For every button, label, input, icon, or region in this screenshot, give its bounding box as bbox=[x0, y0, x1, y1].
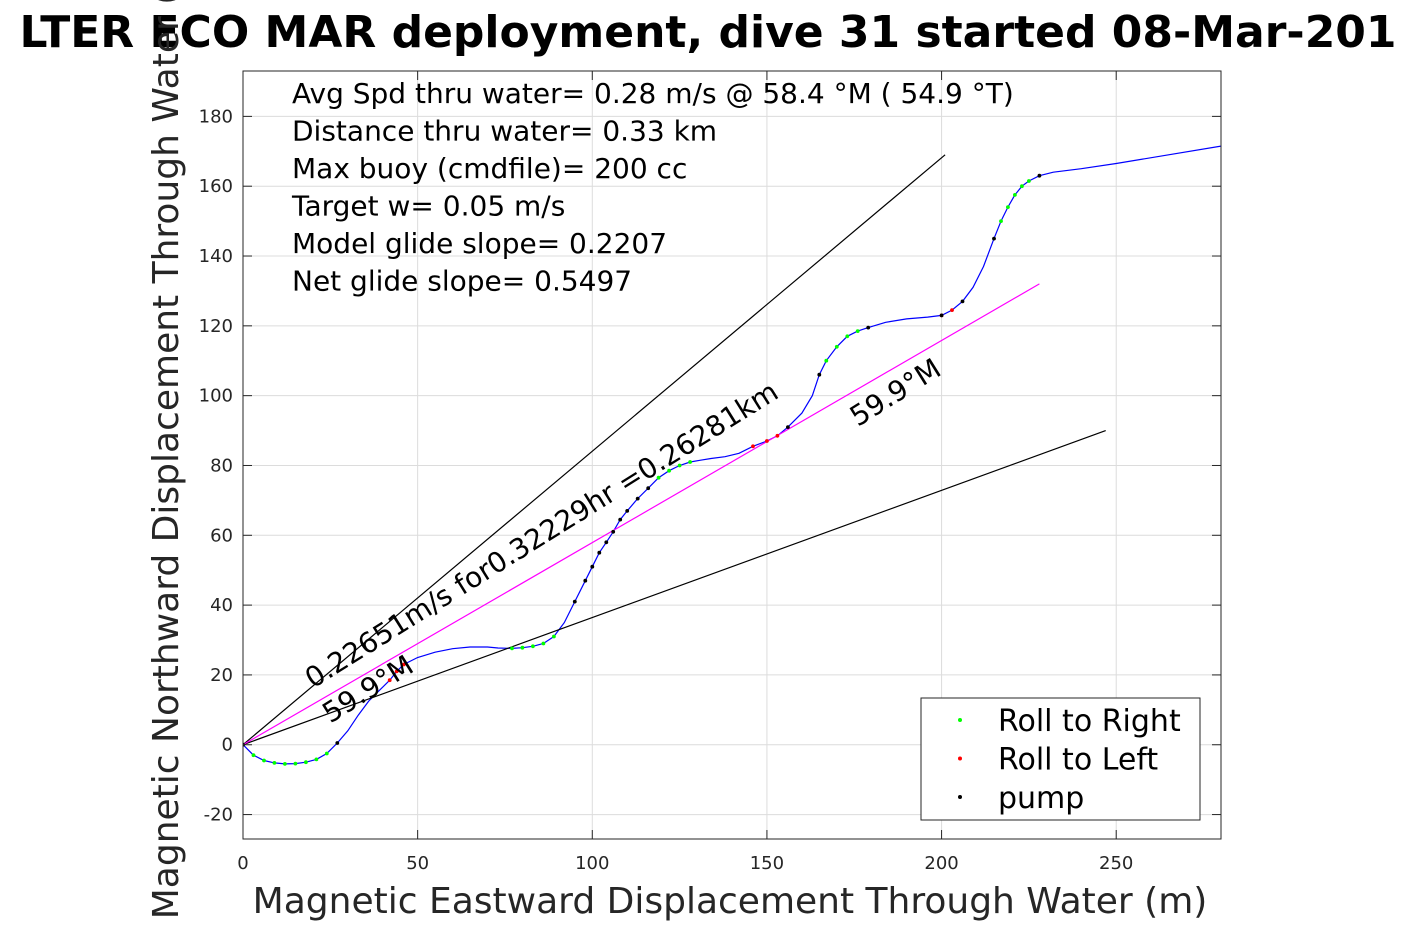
roll-to-right-point bbox=[677, 463, 682, 468]
x-tick-label: 50 bbox=[406, 853, 429, 874]
reference-line bbox=[243, 430, 1106, 746]
roll-to-right-point bbox=[688, 460, 692, 464]
pump-point bbox=[625, 509, 630, 513]
legend-label-pump: pump bbox=[998, 781, 1084, 816]
roll-to-right-point bbox=[283, 762, 287, 766]
y-tick-label: 0 bbox=[222, 735, 233, 756]
pump-point bbox=[817, 372, 822, 377]
roll-to-left-point bbox=[401, 662, 406, 667]
pump-point bbox=[583, 578, 588, 583]
roll-to-left-point bbox=[387, 678, 392, 683]
x-tick-label: 250 bbox=[1099, 853, 1133, 874]
roll-to-right-point bbox=[834, 344, 839, 349]
roll-to-right-point bbox=[510, 646, 514, 651]
x-axis-label: Magnetic Eastward Displacement Through W… bbox=[253, 881, 1208, 922]
x-tick-label: 200 bbox=[924, 853, 958, 874]
reference-line bbox=[243, 154, 946, 746]
info-line: Target w= 0.05 m/s bbox=[291, 190, 565, 223]
y-tick-label: 80 bbox=[210, 455, 233, 476]
y-tick-label: 40 bbox=[210, 595, 233, 616]
roll-to-right-point bbox=[304, 760, 308, 765]
info-text-block: Avg Spd thru water= 0.28 m/s @ 58.4 °M (… bbox=[291, 77, 1014, 298]
x-tick-label: 100 bbox=[575, 853, 609, 874]
pump-point bbox=[604, 540, 609, 545]
pump-point bbox=[866, 325, 871, 330]
roll-to-right-point bbox=[251, 753, 256, 758]
x-tick-label: 150 bbox=[750, 853, 784, 874]
roll-to-right-point bbox=[272, 761, 277, 765]
pump-point bbox=[939, 313, 944, 318]
pump-point bbox=[611, 529, 616, 534]
reference-line bbox=[243, 283, 1040, 746]
pump-point bbox=[960, 299, 965, 304]
roll-to-right-point bbox=[656, 475, 661, 480]
pump-point bbox=[590, 564, 595, 569]
legend-label-roll-to-left: Roll to Left bbox=[998, 743, 1158, 778]
roll-to-right-point bbox=[1027, 179, 1031, 183]
info-line: Net glide slope= 0.5497 bbox=[292, 265, 632, 298]
pump-point bbox=[992, 236, 996, 241]
roll-to-right-point bbox=[520, 645, 525, 650]
y-tick-label: 60 bbox=[210, 525, 233, 546]
plot-frame bbox=[242, 70, 1222, 840]
legend-box bbox=[920, 697, 1201, 821]
legend-marker-roll-to-left bbox=[958, 756, 962, 761]
pump-point bbox=[597, 550, 602, 555]
x-tick-label: 0 bbox=[237, 853, 248, 874]
info-line: Model glide slope= 0.2207 bbox=[292, 227, 667, 260]
info-line: Distance thru water= 0.33 km bbox=[292, 115, 717, 148]
roll-to-right-point bbox=[541, 641, 546, 646]
y-tick-label: 100 bbox=[199, 386, 233, 407]
info-line: Avg Spd thru water= 0.28 m/s @ 58.4 °M (… bbox=[292, 77, 1014, 110]
roll-to-right-point bbox=[314, 757, 319, 762]
roll-to-right-point bbox=[552, 634, 556, 639]
roll-to-right-point bbox=[293, 761, 298, 766]
roll-to-left-point bbox=[751, 444, 755, 449]
roll-to-right-point bbox=[667, 468, 671, 473]
data-series bbox=[243, 145, 1221, 766]
y-tick-label: 180 bbox=[199, 106, 233, 127]
roll-to-right-point bbox=[1020, 184, 1024, 189]
legend-label-roll-to-right: Roll to Right bbox=[998, 704, 1181, 739]
y-axis-label: Magnetic Northward Displacement Through … bbox=[146, 0, 187, 919]
roll-to-right-point bbox=[999, 219, 1003, 224]
roll-to-right-point bbox=[845, 334, 850, 339]
axis-ticks: 0 50 100 150 200 250 -20 0 20 40 60 80 100 120 140 160 1… bbox=[199, 71, 1221, 874]
roll-to-left-point bbox=[775, 433, 780, 438]
pump-point bbox=[646, 486, 651, 491]
y-tick-label: 140 bbox=[199, 246, 233, 267]
info-line: Max buoy (cmdfile)= 200 cc bbox=[292, 152, 687, 185]
pump-point bbox=[1037, 173, 1042, 178]
y-tick-label: -20 bbox=[204, 805, 233, 826]
roll-to-right-point bbox=[1006, 205, 1010, 210]
y-tick-label: 120 bbox=[199, 316, 233, 337]
roll-to-left-point bbox=[394, 669, 399, 674]
pump-point bbox=[635, 496, 640, 501]
roll-to-left-point bbox=[950, 308, 954, 312]
roll-to-right-point bbox=[855, 329, 860, 333]
roll-to-right-point bbox=[1013, 193, 1017, 197]
y-tick-label: 20 bbox=[210, 665, 233, 686]
roll-to-left-point bbox=[765, 439, 769, 443]
pump-point bbox=[572, 599, 577, 604]
pump-point bbox=[618, 517, 623, 522]
roll-to-right-point bbox=[531, 644, 535, 649]
legend-marker-roll-to-right bbox=[958, 718, 962, 722]
y-tick-label: 160 bbox=[199, 176, 233, 197]
chart-title: LTER ECO MAR deployment, dive 31 started… bbox=[19, 7, 1396, 58]
pump-point bbox=[335, 741, 340, 745]
pump-point bbox=[786, 425, 790, 429]
roll-to-right-point bbox=[324, 751, 329, 756]
roll-to-right-point bbox=[262, 758, 266, 763]
roll-to-right-point bbox=[824, 358, 829, 363]
legend-marker-pump bbox=[958, 795, 962, 799]
